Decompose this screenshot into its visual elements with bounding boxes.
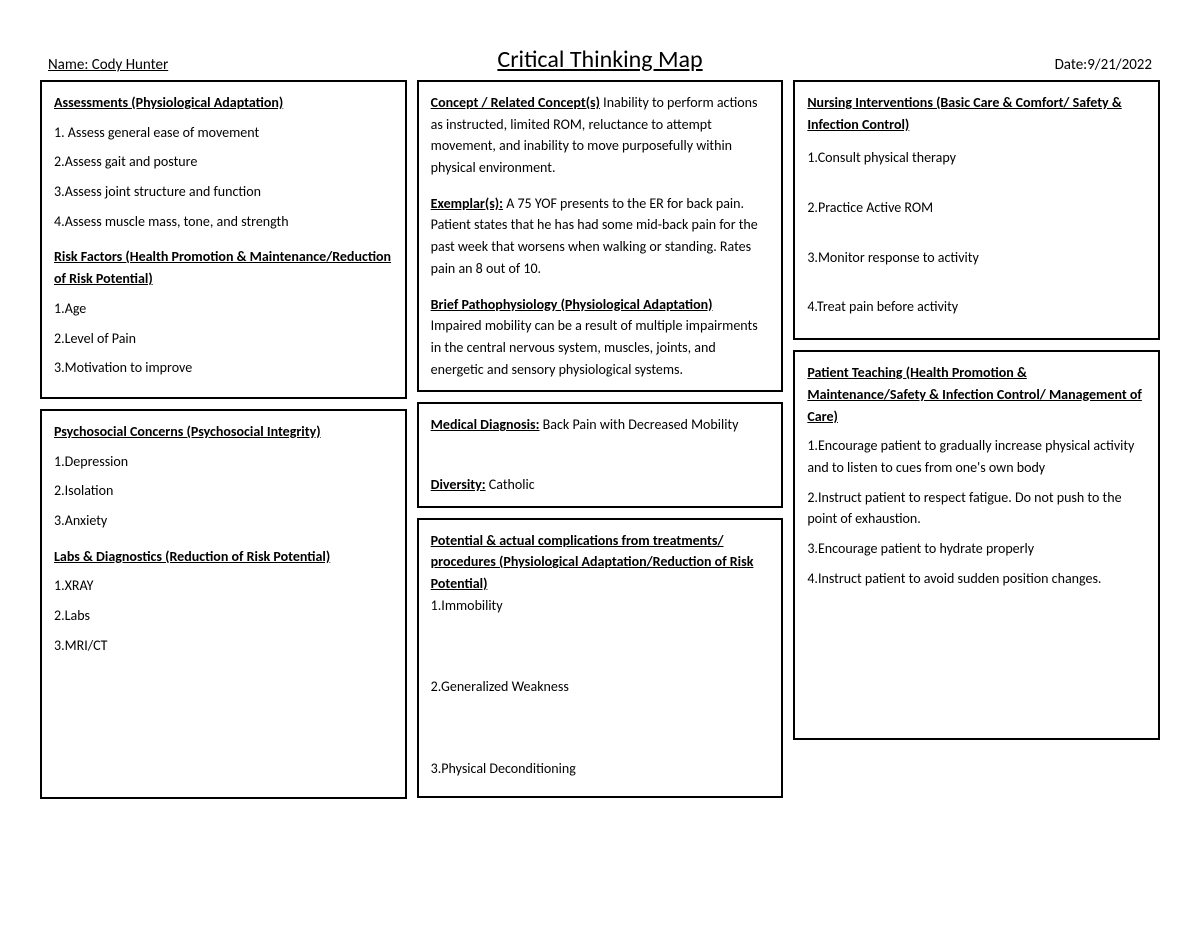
complication-item: 2.Generalized Weakness — [431, 676, 770, 698]
intervention-item: 1.Consult physical therapy — [807, 147, 1146, 169]
diagnosis-box: Medical Diagnosis: Back Pain with Decrea… — [417, 402, 784, 507]
risk-item: 1.Age — [54, 298, 393, 320]
diagnosis-heading: Medical Diagnosis: — [431, 416, 540, 433]
concept-box: Concept / Related Concept(s) Inability t… — [417, 80, 784, 392]
diversity-heading: Diversity: — [431, 476, 486, 493]
psychosocial-heading: Psychosocial Concerns (Psychosocial Inte… — [54, 421, 393, 443]
student-name: Name: Cody Hunter — [48, 56, 368, 74]
intervention-item: 2.Practice Active ROM — [807, 197, 1146, 219]
exemplar-text: Exemplar(s): A 75 YOF presents to the ER… — [431, 193, 770, 280]
psychosocial-item: 3.Anxiety — [54, 510, 393, 532]
assessment-item: 3.Assess joint structure and function — [54, 181, 393, 203]
psychosocial-item: 2.Isolation — [54, 480, 393, 502]
concept-heading: Concept / Related Concept(s) — [431, 94, 600, 111]
middle-column: Concept / Related Concept(s) Inability t… — [417, 80, 784, 799]
right-column: Nursing Interventions (Basic Care & Comf… — [793, 80, 1160, 799]
left-column: Assessments (Physiological Adaptation) 1… — [40, 80, 407, 799]
date-label: Date:9/21/2022 — [832, 56, 1152, 74]
assessment-item: 2.Assess gait and posture — [54, 151, 393, 173]
patho-body: Impaired mobility can be a result of mul… — [431, 317, 758, 377]
psychosocial-item: 1.Depression — [54, 451, 393, 473]
teaching-item: 1.Encourage patient to gradually increas… — [807, 435, 1146, 478]
risk-factors-heading: Risk Factors (Health Promotion & Mainten… — [54, 246, 393, 289]
teaching-box: Patient Teaching (Health Promotion & Mai… — [793, 350, 1160, 740]
intervention-item: 4.Treat pain before activity — [807, 296, 1146, 318]
diversity-line: Diversity: Catholic — [431, 474, 770, 496]
diagnosis-text: Back Pain with Decreased Mobility — [540, 416, 739, 433]
complication-item: 1.Immobility — [431, 595, 770, 617]
assessments-box: Assessments (Physiological Adaptation) 1… — [40, 80, 407, 399]
assessment-item: 4.Assess muscle mass, tone, and strength — [54, 211, 393, 233]
teaching-item: 2.Instruct patient to respect fatigue. D… — [807, 487, 1146, 530]
psychosocial-box: Psychosocial Concerns (Psychosocial Inte… — [40, 409, 407, 799]
header-row: Name: Cody Hunter Critical Thinking Map … — [40, 45, 1160, 74]
exemplar-heading: Exemplar(s): — [431, 195, 503, 212]
labs-heading: Labs & Diagnostics (Reduction of Risk Po… — [54, 546, 393, 568]
complication-item: 3.Physical Deconditioning — [431, 758, 770, 780]
map-grid: Assessments (Physiological Adaptation) 1… — [40, 80, 1160, 799]
risk-item: 3.Motivation to improve — [54, 357, 393, 379]
diagnosis-line: Medical Diagnosis: Back Pain with Decrea… — [431, 414, 770, 436]
interventions-heading: Nursing Interventions (Basic Care & Comf… — [807, 92, 1146, 135]
intervention-item: 3.Monitor response to activity — [807, 247, 1146, 269]
interventions-box: Nursing Interventions (Basic Care & Comf… — [793, 80, 1160, 340]
complications-heading: Potential & actual complications from tr… — [431, 530, 770, 595]
concept-text: Concept / Related Concept(s) Inability t… — [431, 92, 770, 179]
teaching-item: 3.Encourage patient to hydrate properly — [807, 538, 1146, 560]
patho-block: Brief Pathophysiology (Physiological Ada… — [431, 294, 770, 381]
assessment-item: 1. Assess general ease of movement — [54, 122, 393, 144]
labs-item: 3.MRI/CT — [54, 635, 393, 657]
teaching-item: 4.Instruct patient to avoid sudden posit… — [807, 568, 1146, 590]
teaching-heading: Patient Teaching (Health Promotion & Mai… — [807, 362, 1146, 427]
page-title: Critical Thinking Map — [368, 45, 832, 74]
assessments-heading: Assessments (Physiological Adaptation) — [54, 92, 393, 114]
diversity-text: Catholic — [486, 476, 535, 493]
complications-box: Potential & actual complications from tr… — [417, 518, 784, 798]
labs-item: 2.Labs — [54, 605, 393, 627]
patho-heading: Brief Pathophysiology (Physiological Ada… — [431, 294, 770, 316]
risk-item: 2.Level of Pain — [54, 328, 393, 350]
labs-item: 1.XRAY — [54, 575, 393, 597]
